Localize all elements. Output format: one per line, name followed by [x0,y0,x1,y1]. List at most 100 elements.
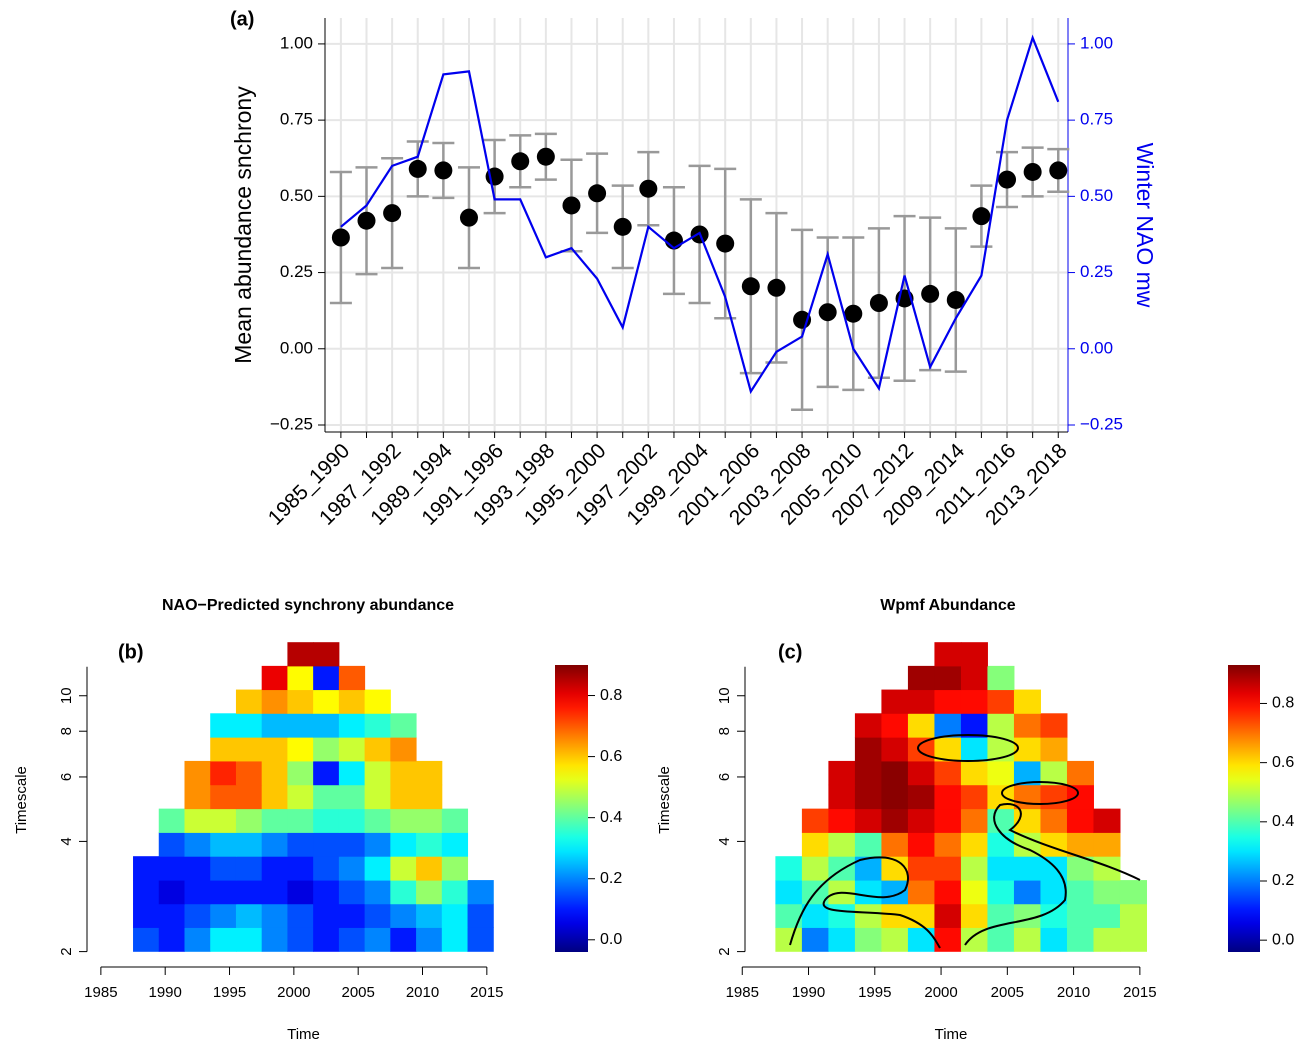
heat-cell [287,808,314,833]
heat-cell [338,808,366,833]
heat-cell [854,713,882,738]
heat-cell [441,808,469,833]
heat-cell [287,713,314,738]
heat-cell [775,903,803,928]
heat-cell [907,880,935,905]
heat-cell [960,903,988,928]
point [562,196,581,215]
heat-cell [313,713,340,738]
y2-tick-label: −0.25 [1080,414,1123,433]
heat-cell [1013,903,1041,928]
heat-cell [287,880,314,905]
heat-cell [467,880,494,905]
heat-cell [1040,737,1068,762]
heat-cell [854,880,882,905]
heat-cell [364,760,391,786]
heat-cell [235,737,263,762]
heat-cell [1013,784,1041,810]
heat-cell [261,856,288,881]
heat-cell [1119,880,1147,905]
heat-cell [987,880,1015,905]
point [767,278,786,297]
point [383,204,402,223]
heat-cell [313,808,340,833]
heat-cell [210,832,237,857]
heat-cell [775,856,803,881]
y-tick-label: 10 [58,687,75,704]
point [998,170,1017,189]
y-tick-label: 0.50 [280,186,313,205]
heat-cell [210,760,237,786]
heat-cell [184,903,211,928]
heat-cell [441,903,469,928]
heat-cell [261,927,288,952]
heat-cell [854,784,882,810]
heat-cell [313,689,340,714]
heat-cell [287,665,314,691]
heat-cell [934,737,962,762]
x-axis-label: Time [287,1026,320,1043]
heat-cell [960,832,988,857]
heat-cell [960,784,988,810]
heat-cell [416,880,443,905]
heat-cell [416,903,443,928]
heat-cell [828,832,856,857]
heat-cell [158,927,185,952]
heat-cell [881,808,909,833]
heat-cell [184,927,211,952]
heat-cell [1066,784,1094,810]
heat-cell [313,856,340,881]
heat-cell [1066,880,1094,905]
heat-cell [338,665,366,691]
heat-cell [775,880,803,905]
heat-cell [184,808,211,833]
y-tick-label: −0.25 [270,414,313,433]
heat-cell [390,784,417,810]
heat-cell [364,856,391,881]
heat-cell [184,856,211,881]
heat-cell [854,903,882,928]
heat-cell [907,856,935,881]
heat-cell [364,880,391,905]
heat-cell [1066,808,1094,833]
heat-cell [364,808,391,833]
heat-cell [934,903,962,928]
heat-cell [313,784,340,810]
heat-cell [960,880,988,905]
heat-cell [987,760,1015,786]
panel-label: (b) [118,641,144,663]
y-tick-label: 10 [716,687,733,704]
heat-cell [287,832,314,857]
heat-cell [934,856,962,881]
point [869,294,888,313]
point [459,208,478,227]
heat-cell [133,856,160,881]
heat-cell [338,713,366,738]
heat-cell [854,737,882,762]
heat-cell [235,760,263,786]
heat-cell [1093,880,1121,905]
heat-cell [467,927,494,952]
heat-cell [235,784,263,810]
heat-cell [934,832,962,857]
heat-cell [184,760,211,786]
heat-cell [313,737,340,762]
heat-cell [364,784,391,810]
heat-cell [907,760,935,786]
heat-cell [907,665,935,691]
y-tick-label: 4 [716,837,733,845]
point [511,152,530,171]
point [716,234,735,253]
heat-cell [390,856,417,881]
heat-cell [441,832,469,857]
x-tick-label: 2010 [1057,984,1090,1001]
heat-cell [338,760,366,786]
heat-cell [960,737,988,762]
heat-cell [987,927,1015,952]
heat-cell [261,880,288,905]
heat-cell [287,689,314,714]
heat-cell [1066,832,1094,857]
heat-cell [1093,927,1121,952]
heat-cell [987,832,1015,857]
